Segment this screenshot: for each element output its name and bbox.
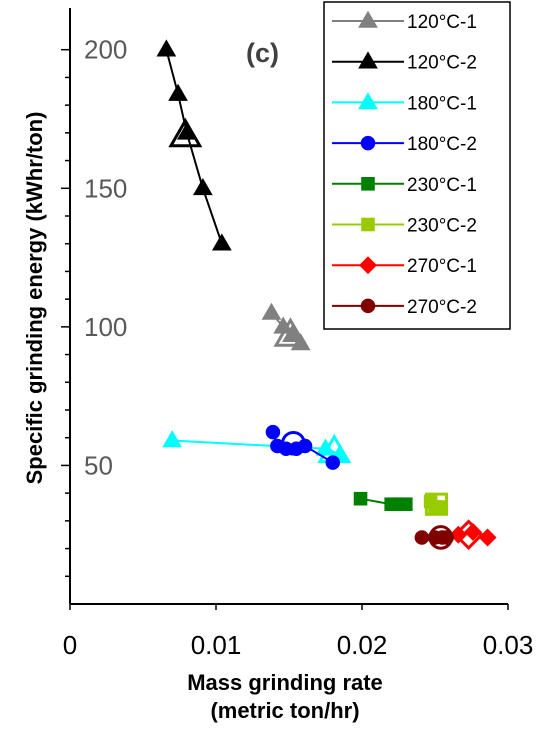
legend-label: 230°C-1 xyxy=(407,175,477,196)
y-tick-label: 100 xyxy=(84,312,127,342)
data-point xyxy=(315,438,336,456)
legend: 120°C-1 120°C-2 180°C-1 180°C-2 230°C-1 230°C… xyxy=(323,1,511,330)
x-axis-title-line-2: (metric ton/hr) xyxy=(210,698,359,723)
data-point xyxy=(192,177,213,196)
legend-item: 120°C-2 xyxy=(332,51,477,74)
legend-label: 180°C-2 xyxy=(407,134,477,155)
data-point xyxy=(211,233,232,251)
data-point xyxy=(449,525,468,544)
x-axis-title-line-1: Mass grinding rate xyxy=(187,670,383,695)
data-point xyxy=(478,528,497,547)
series-230c-1 xyxy=(353,491,413,512)
legend-item: 270°C-1 xyxy=(332,256,477,277)
data-point xyxy=(353,491,368,506)
plot-area xyxy=(156,39,497,551)
panel-label: (c) xyxy=(246,38,279,68)
x-tick-label: 0 xyxy=(63,630,77,660)
data-point xyxy=(282,324,302,342)
legend-item: 180°C-2 xyxy=(332,134,477,155)
series-120c-2 xyxy=(156,39,232,251)
legend-item: 270°C-2 xyxy=(332,297,477,318)
legend-item: 120°C-1 xyxy=(332,10,477,33)
y-axis-title: Specific grinding energy (kWhr/ton) xyxy=(22,112,47,485)
legend-item: 180°C-1 xyxy=(332,92,477,114)
x-tick-label: 0.01 xyxy=(191,630,242,660)
legend-label: 270°C-2 xyxy=(407,297,477,318)
legend-marker xyxy=(358,51,378,69)
legend-item: 230°C-1 xyxy=(332,175,477,196)
mean-point xyxy=(273,317,308,347)
mean-point xyxy=(168,117,203,148)
mean-point xyxy=(281,430,306,456)
legend-item: 230°C-2 xyxy=(332,216,477,237)
y-ticks: 50 100 150 200 xyxy=(61,35,127,578)
series-270c-1 xyxy=(449,519,497,551)
data-point xyxy=(168,83,188,101)
data-point xyxy=(325,455,341,470)
legend-marker xyxy=(360,135,376,151)
legend-box xyxy=(323,1,511,330)
data-point xyxy=(156,39,177,57)
mean-point xyxy=(424,492,449,516)
legend-label: 230°C-2 xyxy=(407,216,477,237)
legend-marker xyxy=(358,92,378,110)
data-point xyxy=(265,424,281,440)
series-230c-2 xyxy=(423,492,449,516)
y-tick-label: 200 xyxy=(84,35,127,65)
axes: 50 100 150 200 0 0.01 0.02 0.03 xyxy=(61,8,533,660)
legend-marker xyxy=(361,177,375,191)
legend-marker xyxy=(361,217,375,232)
series-180c-2 xyxy=(265,424,341,470)
data-point xyxy=(399,497,413,512)
x-ticks: 0 0.01 0.02 0.03 xyxy=(63,604,534,660)
data-point xyxy=(414,530,430,545)
legend-marker xyxy=(359,256,377,275)
y-tick-label: 150 xyxy=(84,173,127,203)
legend-label: 270°C-1 xyxy=(407,256,477,277)
mean-point xyxy=(453,519,484,551)
legend-label: 120°C-2 xyxy=(407,53,477,74)
data-point xyxy=(261,302,282,320)
series-270c-2 xyxy=(414,525,454,550)
data-point xyxy=(162,430,183,448)
data-point xyxy=(464,522,482,541)
legend-label: 120°C-1 xyxy=(407,12,477,33)
legend-label: 180°C-1 xyxy=(407,93,477,114)
legend-marker xyxy=(360,298,376,314)
series-180c-1 xyxy=(162,430,352,464)
series-120c-1 xyxy=(261,302,311,351)
y-tick-label: 50 xyxy=(84,450,113,480)
x-tick-label: 0.03 xyxy=(483,630,534,660)
x-tick-label: 0.02 xyxy=(337,630,388,660)
legend-marker xyxy=(358,10,378,28)
mean-point xyxy=(428,525,454,550)
